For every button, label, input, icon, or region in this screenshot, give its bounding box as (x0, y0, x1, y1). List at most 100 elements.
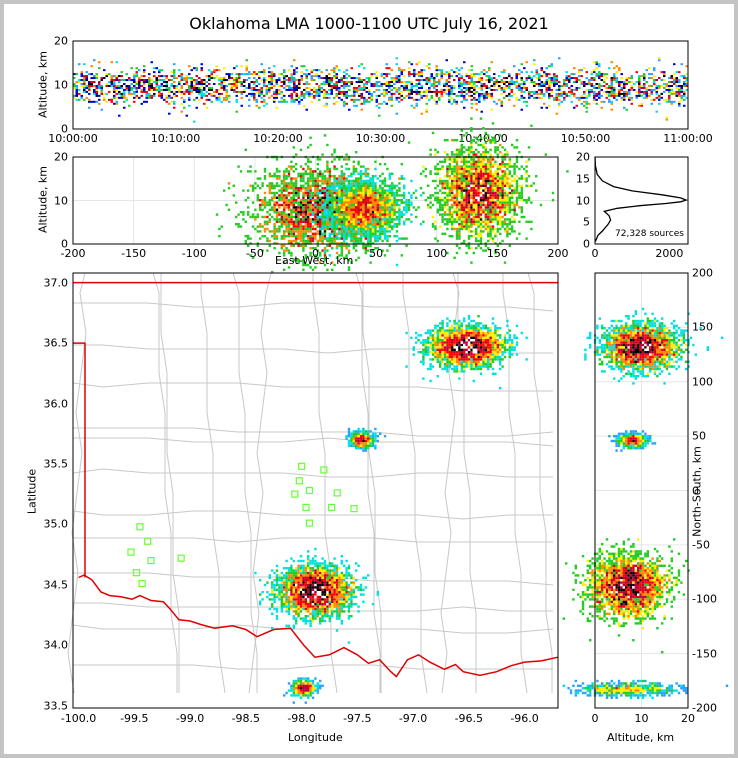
plan-view-xtick: -98.5 (231, 712, 261, 725)
altitude-histogram-ytick: 20 (576, 150, 590, 164)
plan-view-xtick: -98.0 (287, 712, 316, 725)
plan-view-xtick: -97.0 (398, 712, 428, 725)
figure-title: Oklahoma LMA 1000-1100 UTC July 16, 2021 (189, 14, 549, 33)
station-marker (328, 503, 336, 512)
plan-view-ytick: 37.0 (43, 276, 69, 290)
north-south-cluster-0 (584, 307, 724, 385)
station-marker (333, 489, 341, 497)
plan-view-xtick: -99.5 (120, 712, 149, 725)
east-west-cluster-1 (304, 167, 423, 267)
altitude-north-south-xtick: 0 (591, 712, 599, 725)
east-west-xtick: 100 (426, 247, 448, 260)
east-west-ytick: 20 (54, 150, 68, 164)
north-south-ytick: -200 (692, 701, 717, 715)
plan-view-ylabel: Latitude (25, 468, 39, 515)
altitude-histogram-xtick: 2000 (655, 247, 684, 260)
altitude-histogram-plot (594, 156, 689, 245)
altitude-histogram-ytick: 5 (583, 215, 590, 229)
east-west-frame (72, 156, 559, 245)
plan-view-cluster-0 (405, 315, 528, 390)
station-marker (136, 523, 144, 531)
plan-view-xlabel: Longitude (288, 731, 343, 744)
north-south-ytick: 100 (692, 375, 713, 389)
east-west-xtick: 0 (312, 247, 319, 260)
east-west-xlabel: East-West, km (275, 254, 354, 267)
north-south-ytick: -100 (692, 592, 717, 606)
plan-view-xtick: -96.0 (510, 712, 539, 725)
east-west-xtick: -100 (181, 247, 207, 260)
time-height-xtick: 10:20:00 (253, 132, 303, 145)
altitude-histogram-ytick: 15 (576, 172, 590, 186)
north-south-ytick: 200 (692, 266, 713, 280)
station-marker (305, 486, 313, 495)
station-marker (297, 462, 306, 470)
east-west-ylabel: Altitude, km (36, 165, 50, 234)
plan-view-ytick: 35.5 (43, 457, 69, 471)
east-west-xtick: -50 (245, 247, 264, 260)
altitude-north-south-xlabel: Altitude, km (607, 731, 675, 744)
station-marker (295, 477, 303, 485)
time-height-ytick: 0 (61, 122, 68, 136)
plan-view-cluster-1 (345, 427, 387, 452)
plan-view-ytick: 35.0 (43, 517, 69, 531)
altitude-histogram-panel (594, 156, 689, 245)
station-marker (291, 490, 299, 498)
east-west-plot (72, 117, 569, 283)
plan-view-xtick: -96.5 (454, 712, 484, 725)
plan-view-xtick: -100.0 (60, 712, 97, 725)
time-height-panel (72, 40, 689, 130)
north-south-cluster-1 (608, 430, 657, 452)
north-south-ytick: 0 (692, 484, 699, 497)
time-height-xtick: 10:00:00 (48, 132, 98, 145)
lma-stations (127, 462, 358, 588)
station-marker (302, 503, 310, 512)
east-west-xtick: -150 (121, 247, 147, 260)
altitude-north-south-frame (594, 272, 689, 709)
altitude-north-south-panel (562, 272, 729, 709)
plan-view-ytick: 34.5 (43, 578, 69, 592)
altitude-histogram-xtick: 0 (591, 247, 599, 260)
altitude-north-south-xtick: 20 (681, 712, 695, 725)
altitude-histogram-ytick: 0 (583, 237, 590, 251)
time-height-frame (72, 40, 689, 130)
east-west-xtick: 200 (547, 247, 569, 260)
station-marker (132, 569, 141, 577)
altitude-north-south-plot (562, 272, 729, 709)
station-marker (147, 556, 155, 565)
state-border (73, 281, 559, 678)
east-west-ytick: 0 (61, 237, 68, 251)
time-height-xtick: 10:30:00 (355, 132, 406, 145)
altitude-histogram-frame (594, 156, 689, 245)
sources-count: 72,328 sources (615, 229, 684, 239)
east-west-ytick: 10 (54, 194, 68, 207)
plan-view-ytick: 34.0 (43, 638, 69, 652)
east-west-xtick: 50 (369, 247, 384, 260)
east-west-panel (72, 117, 569, 283)
plan-view-plot (67, 272, 559, 709)
north-south-ytick: 150 (692, 320, 713, 334)
station-marker (305, 519, 313, 527)
station-marker (350, 505, 358, 513)
north-south-ytick: 50 (692, 429, 706, 443)
time-height-plot (72, 40, 689, 130)
north-south-ytick: -150 (692, 647, 717, 661)
station-marker (138, 579, 146, 588)
east-west-cluster-2 (415, 117, 569, 264)
plan-view-cluster-2 (254, 547, 379, 644)
time-height-ylabel: Altitude, km (36, 50, 50, 119)
time-height-density (73, 57, 688, 123)
time-height-xtick: 11:00:00 (663, 132, 713, 145)
plan-view-ytick: 33.5 (43, 699, 69, 713)
time-height-xtick: 10:10:00 (150, 132, 201, 145)
plan-view-frame (72, 272, 559, 709)
plan-view-ytick: 36.0 (43, 397, 69, 410)
station-marker (144, 537, 152, 545)
altitude-profile-line (594, 156, 689, 243)
altitude-histogram-ytick: 10 (576, 194, 590, 207)
plan-view-panel (67, 272, 559, 709)
plan-view-ytick: 36.5 (43, 336, 69, 350)
east-west-xtick: 150 (486, 247, 508, 260)
north-south-ytick: -50 (692, 538, 710, 552)
time-height-ytick: 20 (54, 34, 68, 48)
plan-view-cluster-3 (283, 677, 324, 704)
